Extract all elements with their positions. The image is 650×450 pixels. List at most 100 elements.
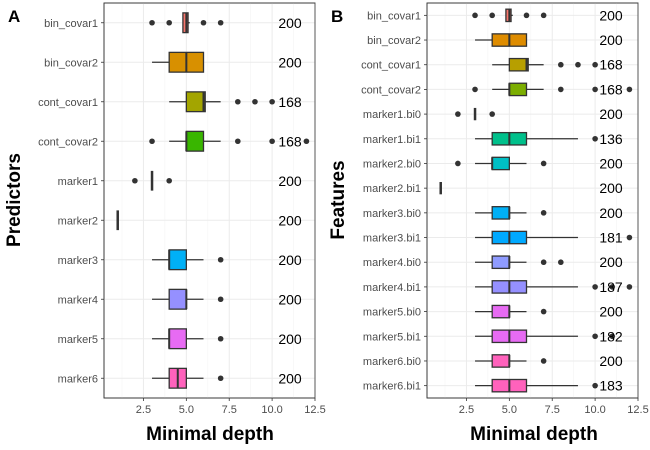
panel-b-y-tick-label-6: marker2.bi0 (363, 158, 421, 170)
panel-b-count-label-1: 200 (599, 32, 623, 48)
panel-b-y-tick-label-15: marker6.bi1 (363, 381, 421, 393)
panel-b-outlier-14-0 (540, 358, 547, 364)
panel-a-outlier-2-0 (235, 98, 241, 105)
panel-a-count-label-7: 200 (278, 291, 302, 307)
panel-b-outlier-12-0 (540, 308, 547, 315)
panel-b-border (426, 2, 639, 399)
panel-b-y-axis-title: Features (328, 160, 349, 239)
panel-a-outlier-8-0 (217, 335, 224, 342)
panel-b-y-tick-label-2: cont_covar1 (361, 60, 421, 72)
panel-b-y-tick-label-1: bin_covar2 (367, 35, 421, 47)
panel-b-count-label-3: 168 (599, 81, 623, 97)
panel-b-background (426, 2, 639, 399)
panel-b-y-tick-label-12: marker5.bi0 (363, 307, 421, 319)
panel-b-x-tick-label-3: 10.0 (584, 404, 605, 416)
panel-a-border (103, 2, 316, 399)
panel-b-outlier-10-0 (540, 259, 547, 266)
panel-b-y-tick-label-7: marker2.bi1 (363, 183, 421, 195)
panel-b-outlier-3-1 (558, 86, 564, 93)
panel-b-y-tick-label-5: marker1.bi1 (363, 134, 421, 146)
panel-a-outlier-3-2 (269, 138, 275, 145)
panel-a-y-tick-label-9: marker6 (58, 373, 98, 385)
panel-b-outlier-11-0 (592, 284, 598, 290)
panel-b-tag: B (331, 7, 343, 26)
panel-a-count-label-0: 200 (278, 15, 302, 31)
panel-a-outlier-9-0 (217, 375, 224, 382)
panel-a-box-3 (185, 130, 205, 152)
panel-a-outlier-0-3 (217, 19, 224, 26)
panel-a-box-7 (168, 288, 187, 310)
panel-b-outlier-13-0 (592, 333, 598, 340)
panel-b-count-label-11: 187 (599, 279, 623, 295)
panel-b-y-tick-label-8: marker3.bi0 (363, 208, 421, 220)
panel-a-outlier-0-2 (200, 19, 207, 26)
panel-b-outlier-0-3 (540, 12, 547, 19)
panel-b-x-axis-title: Minimal depth (470, 424, 598, 445)
panel-a-x-tick-label-1: 5.0 (179, 404, 194, 416)
panel-b-count-label-7: 200 (599, 180, 623, 196)
panel-b-outlier-10-1 (558, 259, 564, 266)
panel-b-count-label-8: 200 (599, 205, 623, 221)
panel-a-count-label-8: 200 (278, 331, 302, 347)
panel-b-box-2 (508, 57, 529, 72)
panel-a-box-8 (168, 328, 187, 350)
panel-a-outlier-2-1 (252, 98, 258, 105)
panel-a-outlier-3-1 (235, 138, 241, 145)
panel-a-y-axis-title: Predictors (4, 153, 25, 247)
panel-a-y-tick-label-2: cont_covar1 (38, 97, 98, 109)
panel-b-y-tick-label-13: marker5.bi1 (363, 331, 421, 343)
panel-b-x-tick-label-1: 5.0 (502, 404, 517, 416)
panel-b-x-tick-label-0: 2.5 (459, 404, 474, 416)
panel-b-outlier-6-0 (455, 160, 461, 167)
panel-b-outlier-9-0 (626, 234, 633, 241)
panel-b-y-tick-label-3: cont_covar2 (361, 84, 421, 96)
panel-a-count-label-1: 200 (278, 54, 302, 70)
panel-a-x-axis-title: Minimal depth (146, 424, 274, 445)
panel-a-count-label-5: 200 (278, 212, 302, 228)
panel-a-count-label-3: 168 (278, 133, 302, 149)
panel-b-outlier-0-2 (523, 12, 530, 19)
panel-b-outlier-3-2 (592, 86, 598, 93)
panel-a-count-label-9: 200 (278, 370, 302, 386)
panel-b-count-label-2: 168 (599, 57, 623, 73)
panel-a-box-2 (185, 91, 206, 113)
panel-a-outlier-4-0 (132, 177, 138, 184)
panel-b-y-tick-label-9: marker3.bi1 (363, 233, 421, 245)
panel-b-box-14 (491, 354, 510, 368)
panel-b-count-label-5: 136 (599, 131, 623, 147)
panel-b-outlier-8-0 (540, 210, 547, 216)
panel-b-y-tick-label-14: marker6.bi0 (363, 356, 421, 368)
panel-b-outlier-2-0 (558, 61, 564, 68)
panel-b-y-tick-label-10: marker4.bi0 (363, 257, 421, 269)
panel-b-outlier-0-0 (472, 12, 478, 19)
panel-a-box-6 (168, 249, 187, 271)
panel-a-count-label-6: 200 (278, 252, 302, 268)
panel-a-y-tick-label-5: marker2 (58, 215, 98, 227)
panel-b-outlier-13-1 (609, 333, 616, 340)
panel-b-outlier-11-1 (609, 284, 616, 290)
panel-a-y-tick-label-6: marker3 (58, 255, 98, 267)
panel-b-y-tick-label-11: marker4.bi1 (363, 282, 421, 294)
panel-a-y-tick-label-7: marker4 (58, 294, 98, 306)
panel-b-y-tick-label-4: marker1.bi0 (363, 109, 421, 121)
panel-a-y-tick-label-8: marker5 (58, 334, 98, 346)
panel-a-outlier-0-1 (166, 19, 172, 26)
panel-b-count-label-9: 181 (599, 230, 623, 246)
panel-a-outlier-6-0 (217, 256, 224, 263)
panel-b-count-label-10: 200 (599, 254, 623, 270)
panel-a-x-tick-label-2: 7.5 (222, 404, 237, 416)
panel-a-tag: A (8, 7, 20, 26)
panel-a-x-tick-label-0: 2.5 (136, 404, 151, 416)
panel-b-outlier-2-1 (575, 61, 581, 68)
panel-b-outlier-15-0 (592, 382, 598, 389)
panel-b-box-10 (491, 255, 510, 270)
panel-a-plot: 2.5 5.0 7.5 10.0 12.5 bin_covar1 200 bin_covar2… (4, 2, 326, 445)
panel-b-outlier-2-2 (592, 61, 598, 68)
panel-b-outlier-11-2 (626, 284, 633, 290)
panel-a-x-tick-label-3: 10.0 (261, 404, 282, 416)
panel-a-outlier-4-1 (166, 177, 172, 184)
panel-b-x-tick-label-2: 7.5 (545, 404, 560, 416)
panel-b-outlier-5-0 (592, 135, 598, 142)
panel-b-y-tick-label-0: bin_covar1 (367, 10, 421, 22)
